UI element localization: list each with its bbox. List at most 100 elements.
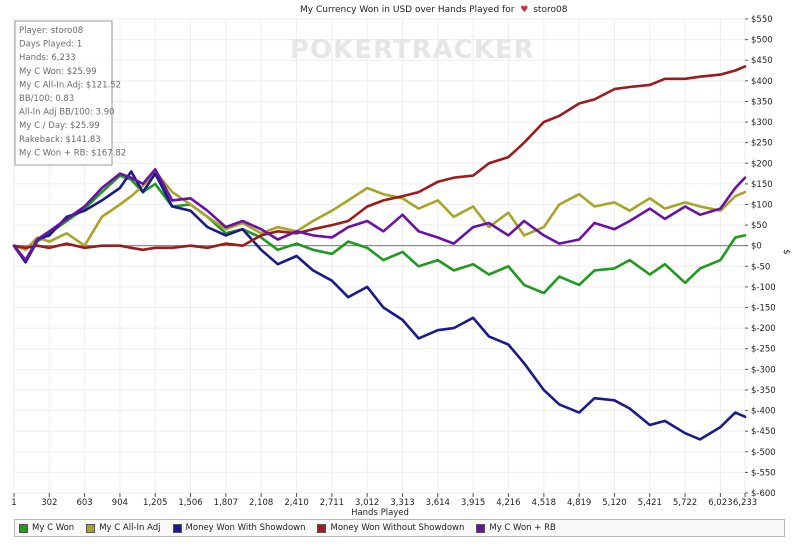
data-point	[366, 247, 369, 249]
stats-line: My C Won + RB: $167.82	[19, 148, 126, 158]
x-tick-label: 3,313	[390, 498, 414, 508]
data-point	[523, 141, 525, 144]
data-point	[664, 263, 666, 266]
legend: My C Won My C All-In Adj Money Won With Sh…	[14, 519, 785, 537]
legend-item[interactable]: Money Won With Showdown	[172, 523, 306, 533]
data-point	[24, 261, 27, 264]
data-point	[578, 102, 580, 105]
data-point	[347, 199, 350, 202]
data-point	[488, 222, 490, 224]
data-point	[734, 411, 737, 414]
stats-line: BB/100: 0.83	[19, 94, 74, 104]
data-point	[312, 234, 314, 237]
data-point	[331, 236, 333, 239]
legend-item[interactable]: My C Won	[19, 523, 74, 533]
data-point	[331, 279, 333, 282]
data-point	[613, 228, 616, 230]
data-point	[347, 220, 350, 222]
data-point	[312, 220, 314, 222]
chart-title-text: My Currency Won in USD over Hands Played…	[300, 5, 515, 15]
data-point	[452, 242, 455, 245]
data-point	[154, 183, 156, 185]
data-point	[417, 207, 420, 210]
legend-label: My C All-In Adj	[99, 523, 161, 533]
data-point	[649, 207, 651, 210]
x-tick-label: 3,614	[426, 498, 450, 508]
data-point	[649, 197, 651, 200]
x-tick-label: 4,216	[496, 498, 520, 508]
data-point	[628, 86, 631, 88]
data-point	[558, 403, 561, 406]
data-point	[684, 432, 686, 435]
y-tick-label: $50	[751, 221, 767, 231]
data-point	[65, 232, 68, 235]
legend-item[interactable]: My C All-In Adj	[86, 523, 161, 533]
y-axis-ticks: $550 $500 $450 $400 $350 $300 $250 $200 $150 $100…	[745, 15, 776, 499]
data-point	[543, 121, 545, 123]
data-point	[472, 205, 474, 208]
y-tick-label: $100	[751, 200, 773, 210]
data-point	[48, 240, 51, 243]
data-point	[225, 232, 227, 235]
stats-line: My C Won: $25.99	[19, 67, 97, 77]
data-point	[382, 306, 385, 309]
data-point	[260, 249, 262, 251]
data-point	[437, 199, 439, 202]
data-point	[558, 203, 561, 206]
data-point	[382, 193, 385, 195]
data-point	[664, 78, 666, 80]
data-point	[48, 247, 51, 249]
data-point	[154, 168, 156, 171]
data-point	[295, 232, 298, 235]
data-point	[628, 407, 631, 410]
data-point	[65, 218, 68, 220]
data-point	[744, 415, 746, 418]
data-point	[241, 222, 244, 224]
legend-item[interactable]: Money Won Without Showdown	[317, 523, 464, 533]
legend-label: Money Won With Showdown	[185, 523, 306, 533]
x-tick-label: 4,518	[532, 498, 556, 508]
data-point	[401, 197, 404, 200]
y-tick-label: $250	[751, 139, 773, 149]
data-point	[593, 205, 596, 208]
data-point	[260, 228, 262, 230]
chart-title-player: storo08	[533, 5, 567, 15]
data-point	[558, 242, 561, 245]
data-point	[719, 426, 722, 428]
data-point	[719, 207, 722, 210]
y-tick-label: $-200	[751, 324, 776, 334]
data-point	[472, 317, 474, 319]
stats-line: Days Played: 1	[19, 40, 82, 50]
x-tick-label: 2,711	[320, 498, 344, 508]
data-point	[437, 236, 439, 239]
series-layer	[12, 65, 747, 441]
data-point	[699, 75, 701, 78]
data-point	[664, 218, 666, 220]
data-point	[36, 238, 39, 241]
data-point	[613, 267, 616, 270]
data-point	[437, 329, 439, 332]
data-point	[101, 216, 103, 218]
legend-label: My C Won + RB	[489, 523, 556, 533]
chart-title: My Currency Won in USD over Hands Played…	[300, 5, 568, 15]
y-tick-label: $500	[751, 36, 773, 46]
data-point	[142, 191, 144, 193]
x-tick-label: 1,506	[178, 498, 202, 508]
data-point	[101, 199, 103, 202]
y-tick-label: $-50	[751, 262, 770, 272]
data-point	[347, 296, 350, 299]
data-point	[472, 226, 474, 228]
data-point	[366, 187, 369, 189]
legend-swatch	[86, 523, 96, 533]
data-point	[189, 197, 192, 200]
data-point	[206, 247, 209, 249]
y-tick-label: $-150	[751, 304, 776, 314]
legend-item[interactable]: My C Won + RB	[476, 523, 556, 533]
data-point	[507, 343, 510, 346]
y-tick-label: $450	[751, 56, 773, 66]
data-point	[142, 249, 144, 251]
data-point	[277, 226, 279, 228]
data-point	[13, 244, 15, 247]
x-tick-label: 1,205	[143, 498, 167, 508]
